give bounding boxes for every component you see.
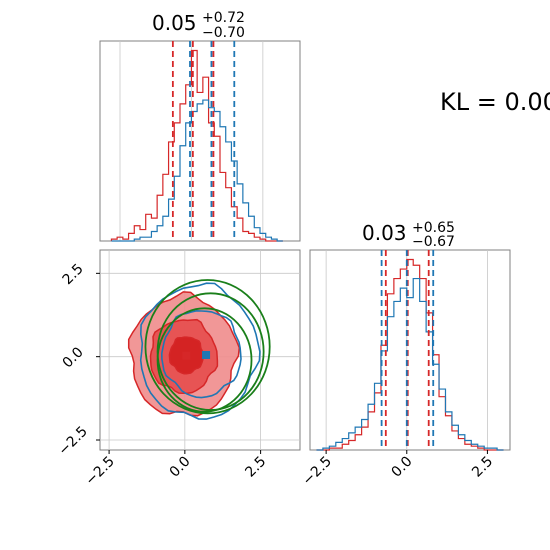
top-hist-series-red [110,49,283,242]
right-hist-series-red [316,258,504,451]
contour-xtick-label-1: 0.0 [167,454,194,481]
green-contour-2 [156,307,253,413]
right-hist-xtick-label-0: −2.5 [300,454,335,489]
kl-annotation: KL = 0.00 [440,88,550,116]
right-hist-xtick-label-1: 0.0 [389,454,416,481]
contour-ytick-label-0: −2.5 [55,423,90,458]
top-title-median: 0.05 [152,11,197,35]
right-hist-series-blue [316,277,504,451]
contour-plot-2d: −2.5 0.0 2.5 −2.5 0.0 2.5 [55,249,301,489]
top-title-minus: −0.70 [202,25,245,41]
blue-marker [202,351,211,359]
blue-contour-inner [160,309,242,399]
contour-ytick-label-1: 0.0 [60,344,87,371]
top-title-plus: +0.72 [202,10,245,26]
right-histogram-title: 0.03 [362,221,407,245]
right-title-plus: +0.65 [412,220,455,236]
top-histogram-title: 0.05 [152,11,197,35]
top-hist-series-blue [111,99,283,242]
contour-xtick-label-2: 2.5 [242,454,269,481]
contour-ytick-label-2: 2.5 [60,261,87,288]
marginal-histogram-right: −2.5 0.0 2.5 [300,249,511,489]
right-hist-frame [309,249,511,451]
marginal-histogram-top [99,40,301,242]
contour-xtick-label-0: −2.5 [83,454,118,489]
right-title-minus: −0.67 [412,234,455,250]
red-marker [182,351,191,360]
green-contour-0 [144,279,271,415]
right-hist-xtick-label-2: 2.5 [469,454,496,481]
top-hist-frame [99,40,301,242]
contour-layers [127,279,271,420]
right-title-median: 0.03 [362,221,407,245]
